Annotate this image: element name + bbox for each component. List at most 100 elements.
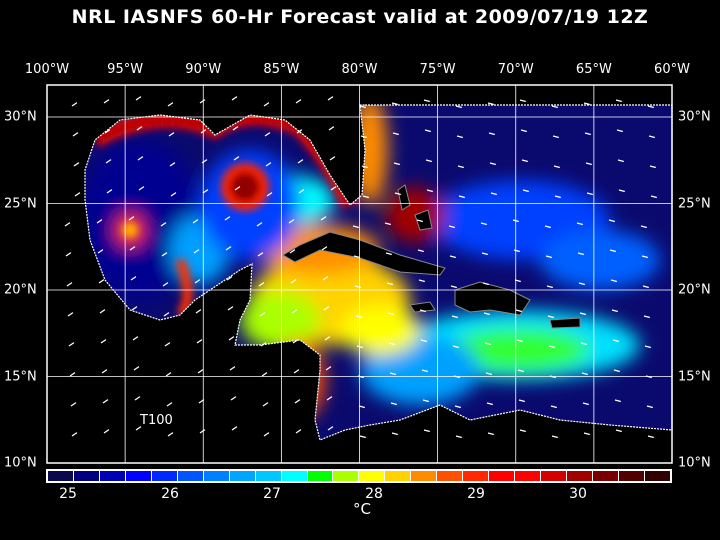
- current-arrow: [487, 432, 494, 436]
- current-arrow: [327, 426, 334, 431]
- current-arrow: [456, 135, 463, 139]
- current-arrow: [297, 159, 304, 164]
- current-arrow: [608, 219, 615, 223]
- current-arrow: [391, 102, 398, 106]
- current-arrow: [544, 225, 551, 229]
- colorbar-swatch: [489, 471, 515, 481]
- current-arrow: [291, 309, 298, 314]
- current-arrow: [197, 369, 204, 374]
- current-arrow: [644, 345, 651, 349]
- current-arrow: [386, 282, 393, 286]
- current-arrow: [160, 222, 167, 227]
- colorbar-swatch: [307, 471, 333, 481]
- longitude-label: 80°W: [341, 62, 378, 77]
- latitude-label: 20°N: [678, 282, 711, 298]
- current-arrow: [289, 249, 296, 254]
- current-arrow: [517, 369, 524, 373]
- current-arrow: [99, 309, 106, 314]
- colorbar-swatch: [437, 471, 463, 481]
- current-arrow: [389, 372, 396, 376]
- current-arrow: [138, 186, 145, 191]
- colorbar-swatch: [333, 471, 359, 481]
- current-arrow: [196, 339, 203, 344]
- latitude-label: 25°N: [678, 196, 711, 211]
- current-arrow: [290, 279, 297, 284]
- latitude-label: 10°N: [678, 455, 711, 471]
- current-arrow: [170, 192, 177, 197]
- current-arrow: [454, 405, 461, 409]
- current-arrow: [326, 396, 333, 401]
- current-arrow: [449, 255, 456, 259]
- current-arrow: [234, 186, 241, 191]
- current-arrow: [295, 99, 302, 104]
- current-arrow: [616, 129, 623, 133]
- longitude-label: 65°W: [575, 62, 612, 77]
- current-arrow: [448, 225, 455, 229]
- current-arrow: [256, 222, 263, 227]
- current-arrow: [484, 342, 491, 346]
- current-arrow: [360, 135, 367, 139]
- current-arrow: [617, 159, 624, 163]
- current-arrow: [618, 189, 625, 193]
- current-arrow: [583, 102, 590, 106]
- current-arrow: [550, 405, 557, 409]
- current-arrow: [295, 429, 302, 434]
- current-arrow: [418, 279, 425, 283]
- current-arrow: [577, 252, 584, 256]
- current-arrow: [455, 105, 462, 109]
- current-arrow: [136, 126, 143, 131]
- jamaica: [409, 301, 436, 313]
- current-arrow: [650, 195, 657, 199]
- colorbar-swatch: [385, 471, 411, 481]
- current-arrow: [416, 219, 423, 223]
- colorbar-swatch: [644, 471, 670, 481]
- latitude-label: 15°N: [4, 369, 37, 384]
- colorbar-swatch: [515, 471, 541, 481]
- current-arrow: [385, 252, 392, 256]
- current-arrow: [455, 435, 462, 439]
- current-arrow: [264, 132, 271, 137]
- current-arrow: [259, 312, 266, 317]
- colorbar-tick-label: 30: [569, 486, 587, 502]
- current-arrow: [582, 402, 589, 406]
- current-arrow: [482, 282, 489, 286]
- latitude-label: 15°N: [678, 369, 711, 384]
- current-arrow: [231, 426, 238, 431]
- current-arrow: [546, 285, 553, 289]
- colorbar-swatch: [48, 471, 73, 481]
- current-arrow: [165, 372, 172, 377]
- colorbar-tick-label: 29: [467, 486, 485, 502]
- current-arrow: [257, 252, 264, 257]
- current-arrow: [554, 195, 561, 199]
- current-arrow: [327, 96, 334, 101]
- longitude-label: 90°W: [185, 62, 222, 77]
- current-arrow: [74, 192, 81, 197]
- current-arrow: [647, 435, 654, 439]
- current-arrow: [647, 105, 654, 109]
- current-arrow: [614, 399, 621, 403]
- current-arrow: [194, 279, 201, 284]
- current-arrow: [225, 246, 232, 251]
- current-arrow: [199, 99, 206, 104]
- current-arrow: [296, 129, 303, 134]
- current-arrow: [581, 372, 588, 376]
- colorbar-swatch: [463, 471, 489, 481]
- current-arrow: [359, 435, 366, 439]
- current-arrow: [132, 336, 139, 341]
- current-arrow: [384, 222, 391, 226]
- current-arrow: [102, 399, 109, 404]
- current-arrow: [648, 135, 655, 139]
- current-arrow: [262, 402, 269, 407]
- graticule: [47, 85, 672, 463]
- current-arrow: [261, 372, 268, 377]
- current-arrow: [229, 366, 236, 371]
- current-arrow: [202, 189, 209, 194]
- current-arrow: [232, 126, 239, 131]
- current-arrow: [515, 309, 522, 313]
- current-arrow: [613, 369, 620, 373]
- current-arrow: [485, 372, 492, 376]
- current-arrow: [583, 432, 590, 436]
- current-arrow: [426, 189, 433, 193]
- current-arrow: [551, 435, 558, 439]
